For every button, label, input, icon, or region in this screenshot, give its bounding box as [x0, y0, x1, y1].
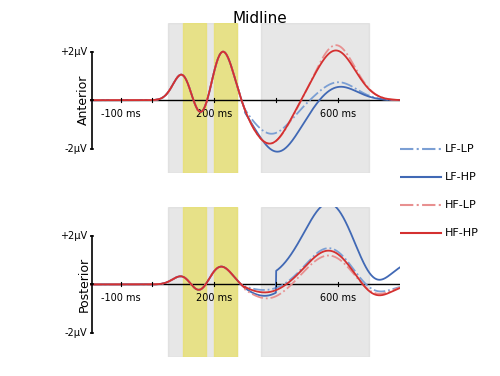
Bar	[183, 23, 206, 173]
Text: 200 ms: 200 ms	[196, 293, 232, 303]
Bar	[260, 207, 369, 357]
Bar	[168, 207, 238, 357]
Text: +2μV: +2μV	[60, 231, 87, 241]
Text: HF-LP: HF-LP	[445, 200, 477, 210]
Text: -100 ms: -100 ms	[101, 109, 141, 119]
Text: Anterior: Anterior	[78, 75, 90, 125]
Bar	[260, 23, 369, 173]
Text: -100 ms: -100 ms	[101, 293, 141, 303]
Bar	[168, 23, 238, 173]
Text: +2μV: +2μV	[60, 47, 87, 57]
Bar	[214, 207, 238, 357]
Text: Posterior: Posterior	[78, 257, 90, 312]
Bar	[183, 207, 206, 357]
Text: -2μV: -2μV	[64, 144, 87, 154]
Text: 600 ms: 600 ms	[320, 293, 356, 303]
Text: -2μV: -2μV	[64, 328, 87, 338]
Text: Midline: Midline	[232, 11, 287, 26]
Text: LF-HP: LF-HP	[445, 172, 477, 182]
Text: 600 ms: 600 ms	[320, 109, 356, 119]
Bar	[214, 23, 238, 173]
Text: LF-LP: LF-LP	[445, 144, 474, 153]
Text: HF-HP: HF-HP	[445, 228, 479, 238]
Text: 200 ms: 200 ms	[196, 109, 232, 119]
